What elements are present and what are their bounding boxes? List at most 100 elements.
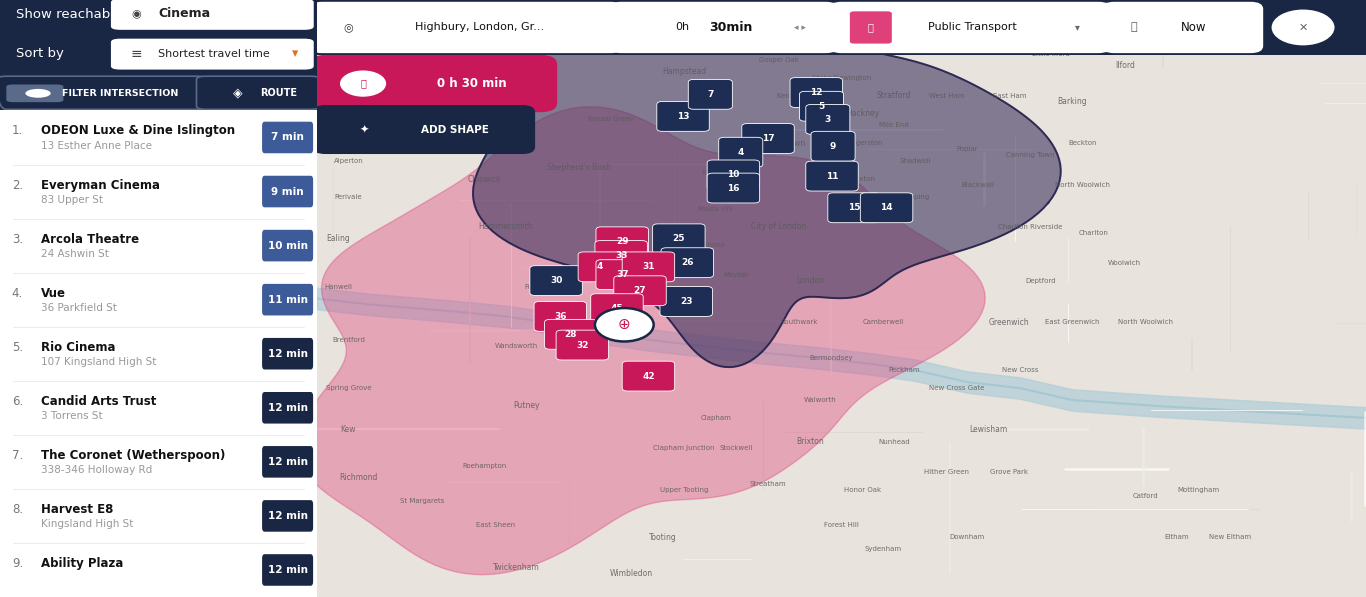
- Text: Mile End: Mile End: [880, 122, 908, 128]
- Text: Lewisham: Lewisham: [970, 425, 1008, 435]
- FancyBboxPatch shape: [0, 0, 317, 110]
- FancyBboxPatch shape: [799, 91, 844, 121]
- Text: City of London: City of London: [751, 222, 806, 232]
- Text: Stoke Newington: Stoke Newington: [811, 75, 872, 81]
- Text: East Sheen: East Sheen: [475, 522, 515, 528]
- Text: London: London: [796, 276, 824, 285]
- Text: Shepherd's Bush: Shepherd's Bush: [548, 162, 611, 172]
- FancyBboxPatch shape: [197, 76, 320, 109]
- FancyBboxPatch shape: [0, 110, 317, 597]
- FancyBboxPatch shape: [556, 330, 609, 360]
- Text: 17: 17: [762, 134, 775, 143]
- FancyBboxPatch shape: [861, 193, 912, 223]
- Text: Harvest E8: Harvest E8: [41, 503, 113, 516]
- Text: 7: 7: [708, 90, 713, 99]
- FancyBboxPatch shape: [719, 137, 762, 167]
- Text: Woolwich: Woolwich: [1108, 260, 1141, 266]
- Text: 10: 10: [727, 170, 739, 180]
- Text: Alperton: Alperton: [333, 158, 363, 164]
- Text: ⊕: ⊕: [617, 317, 631, 333]
- Text: Peckham: Peckham: [889, 367, 921, 373]
- Text: 12 min: 12 min: [268, 457, 307, 467]
- Text: ◂ ▸: ◂ ▸: [794, 23, 806, 32]
- Text: Kingsland High St: Kingsland High St: [41, 519, 134, 529]
- Text: 🚲: 🚲: [361, 79, 366, 88]
- Text: FILTER INTERSECTION: FILTER INTERSECTION: [63, 89, 179, 98]
- Text: 15: 15: [848, 203, 861, 213]
- Text: Barking: Barking: [1057, 97, 1087, 106]
- Text: Gospel Oak: Gospel Oak: [758, 57, 799, 63]
- FancyBboxPatch shape: [7, 85, 63, 102]
- Text: Forest Hill: Forest Hill: [824, 522, 859, 528]
- Text: Hanwell: Hanwell: [324, 284, 352, 290]
- Text: 26: 26: [682, 258, 694, 267]
- Text: Leytonstone: Leytonstone: [967, 45, 1009, 51]
- Text: 6.: 6.: [12, 395, 23, 408]
- FancyBboxPatch shape: [829, 2, 1111, 53]
- Text: 25: 25: [672, 234, 686, 244]
- Text: 13: 13: [676, 112, 690, 121]
- Text: 37: 37: [616, 270, 628, 279]
- Text: 42: 42: [642, 371, 654, 381]
- FancyBboxPatch shape: [596, 260, 649, 290]
- Text: Deptford: Deptford: [1026, 278, 1056, 284]
- Text: Clapham Junction: Clapham Junction: [653, 445, 714, 451]
- Text: Mayfair: Mayfair: [724, 272, 750, 278]
- Text: Beckton: Beckton: [1068, 140, 1097, 146]
- FancyBboxPatch shape: [262, 554, 313, 586]
- Circle shape: [340, 70, 387, 97]
- Text: 9.: 9.: [12, 557, 23, 570]
- Text: Shortest travel time: Shortest travel time: [158, 48, 270, 59]
- Text: Roehampton: Roehampton: [463, 463, 507, 469]
- Text: 27: 27: [634, 286, 646, 296]
- Text: 0 h 30 min: 0 h 30 min: [437, 77, 507, 90]
- FancyBboxPatch shape: [317, 0, 1366, 597]
- Text: Arcola Theatre: Arcola Theatre: [41, 233, 139, 245]
- FancyBboxPatch shape: [660, 287, 713, 316]
- Circle shape: [26, 89, 51, 98]
- Text: Tooting: Tooting: [649, 533, 678, 542]
- Text: Camberwell: Camberwell: [863, 319, 904, 325]
- Text: 11 min: 11 min: [268, 295, 307, 304]
- FancyBboxPatch shape: [262, 392, 313, 423]
- FancyBboxPatch shape: [850, 11, 892, 44]
- Text: Little Ilford: Little Ilford: [1033, 51, 1070, 57]
- Text: Regent's Park: Regent's Park: [702, 170, 750, 176]
- Text: ✕: ✕: [1298, 23, 1307, 32]
- Text: Highgate: Highgate: [719, 19, 754, 29]
- Text: Ilford: Ilford: [1115, 61, 1135, 70]
- FancyBboxPatch shape: [262, 500, 313, 532]
- Text: Stroud Green: Stroud Green: [818, 15, 865, 21]
- Text: 4.: 4.: [12, 287, 23, 300]
- Text: ◉: ◉: [131, 9, 141, 19]
- FancyBboxPatch shape: [262, 446, 313, 478]
- Circle shape: [1272, 10, 1335, 45]
- Text: Haggerston: Haggerston: [843, 140, 882, 146]
- Text: Streatham: Streatham: [750, 481, 787, 487]
- Text: 12 min: 12 min: [268, 511, 307, 521]
- Text: 12 min: 12 min: [268, 565, 307, 575]
- Text: 30: 30: [550, 276, 563, 285]
- Text: 12: 12: [810, 88, 822, 97]
- Text: Fulham: Fulham: [525, 284, 550, 290]
- Text: ▾: ▾: [291, 47, 298, 60]
- Text: Public Transport: Public Transport: [929, 23, 1016, 32]
- Text: 🚌: 🚌: [867, 23, 874, 32]
- Text: 338-346 Holloway Rd: 338-346 Holloway Rd: [41, 465, 153, 475]
- FancyBboxPatch shape: [590, 294, 643, 324]
- Text: 3: 3: [825, 115, 831, 124]
- FancyBboxPatch shape: [262, 176, 313, 207]
- Text: 7.: 7.: [12, 449, 23, 462]
- Text: 13 Esther Anne Place: 13 Esther Anne Place: [41, 140, 152, 150]
- Text: Shadwell: Shadwell: [899, 158, 930, 164]
- Text: Clapham: Clapham: [701, 415, 731, 421]
- Text: Show reachable: Show reachable: [16, 8, 122, 21]
- FancyBboxPatch shape: [811, 131, 855, 161]
- FancyBboxPatch shape: [262, 284, 313, 315]
- FancyBboxPatch shape: [111, 39, 314, 70]
- Text: Stamford Hill: Stamford Hill: [881, 15, 928, 21]
- FancyBboxPatch shape: [578, 252, 622, 282]
- Text: ◈: ◈: [232, 87, 243, 100]
- FancyBboxPatch shape: [596, 241, 647, 270]
- Text: Highbury, London, Gr...: Highbury, London, Gr...: [415, 23, 544, 32]
